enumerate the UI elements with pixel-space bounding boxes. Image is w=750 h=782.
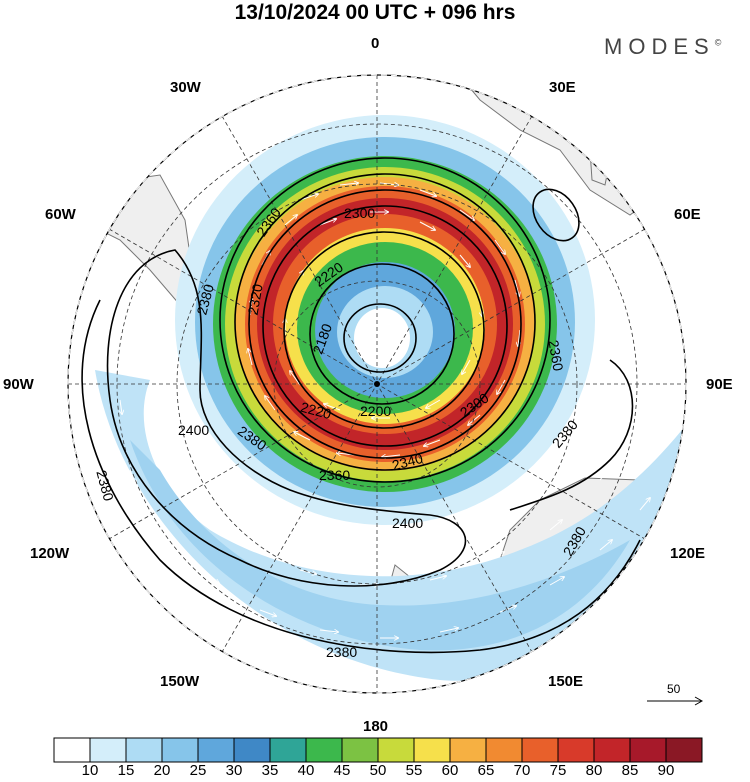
contour-label: 2380 <box>193 282 217 316</box>
reference-vector-value: 50 <box>667 682 681 696</box>
colorbar-swatch <box>557 737 595 763</box>
colorbar-tick-label: 25 <box>189 762 207 779</box>
lon-label-0: 0 <box>371 35 380 52</box>
contour-label: 2360 <box>545 339 566 373</box>
colorbar-swatch <box>197 737 235 763</box>
colorbar-tick-label: 55 <box>405 762 423 779</box>
map-canvas <box>68 75 686 693</box>
contour-label: 2360 <box>319 467 350 483</box>
colorbar-swatch <box>449 737 487 763</box>
colorbar-tick-label: 90 <box>657 762 675 779</box>
colorbar-tick-label: 35 <box>261 762 279 779</box>
colorbar-tick-label: 30 <box>225 762 243 779</box>
colorbar-tick-label: 40 <box>297 762 315 779</box>
map-title: 13/10/2024 00 UTC + 096 hrs <box>234 1 516 24</box>
colorbar-swatch <box>161 737 199 763</box>
colorbar-tick-label: 15 <box>117 762 135 779</box>
contour-label: 2400 <box>392 515 423 531</box>
colorbar-swatch <box>89 737 127 763</box>
colorbar-swatch <box>269 737 307 763</box>
colorbar-swatch <box>377 737 415 763</box>
pacific-jet-core <box>130 440 630 651</box>
brand-logo: MODES© <box>604 34 721 60</box>
colorbar-tick-label: 85 <box>621 762 639 779</box>
colorbar-tick-label: 75 <box>549 762 567 779</box>
contour-label: 2340 <box>390 450 424 474</box>
brand-text: MODES <box>604 34 715 59</box>
colorbar-swatch <box>593 737 631 763</box>
contour-label: 2380 <box>326 644 357 660</box>
lon-label-30w: 30W <box>170 79 201 96</box>
lon-label-90e: 90E <box>706 376 733 393</box>
height-contours <box>81 157 641 654</box>
contour-label: 2320 <box>245 283 266 317</box>
colorbar-swatch <box>53 737 91 763</box>
colorbar <box>53 737 703 763</box>
colorbar-tick-label: 10 <box>81 762 99 779</box>
lon-label-60w: 60W <box>45 206 76 223</box>
lon-label-120w: 120W <box>30 545 70 562</box>
colorbar-swatch <box>233 737 271 763</box>
colorbar-swatch <box>341 737 379 763</box>
reference-vector-arrow <box>647 696 704 706</box>
colorbar-tick-label: 45 <box>333 762 351 779</box>
lon-label-150e: 150E <box>548 673 584 690</box>
lon-label-30e: 30E <box>549 79 576 96</box>
contour-label: 2400 <box>178 422 209 438</box>
colorbar-tick-label: 50 <box>369 762 387 779</box>
colorbar-tick-label: 80 <box>585 762 603 779</box>
colorbar-tick-label: 60 <box>441 762 459 779</box>
colorbar-labels: 10 15 20 25 30 35 40 45 50 55 60 65 70 75 80 85 90 <box>0 762 750 782</box>
colorbar-swatch <box>413 737 451 763</box>
colorbar-swatch <box>629 737 667 763</box>
contour-label: 2300 <box>344 205 375 221</box>
colorbar-swatch <box>665 737 703 763</box>
lon-label-60e: 60E <box>674 206 701 223</box>
contour-label: 2220 <box>299 399 333 423</box>
copyright-mark: © <box>714 37 722 48</box>
lon-label-150w: 150W <box>160 673 200 690</box>
colorbar-tick-label: 20 <box>153 762 171 779</box>
contour-label: 2380 <box>93 468 117 502</box>
colorbar-swatch <box>305 737 343 763</box>
colorbar-tick-label: 65 <box>477 762 495 779</box>
lon-label-90w: 90W <box>3 376 34 393</box>
contour-label: 2200 <box>360 403 391 419</box>
lon-label-180: 180 <box>363 718 389 735</box>
colorbar-swatch <box>485 737 523 763</box>
wind-speed-shading <box>95 115 686 681</box>
colorbar-swatch <box>521 737 559 763</box>
lon-label-120e: 120E <box>670 545 706 562</box>
pole-marker <box>374 381 380 387</box>
colorbar-swatch <box>125 737 163 763</box>
colorbar-tick-label: 70 <box>513 762 531 779</box>
